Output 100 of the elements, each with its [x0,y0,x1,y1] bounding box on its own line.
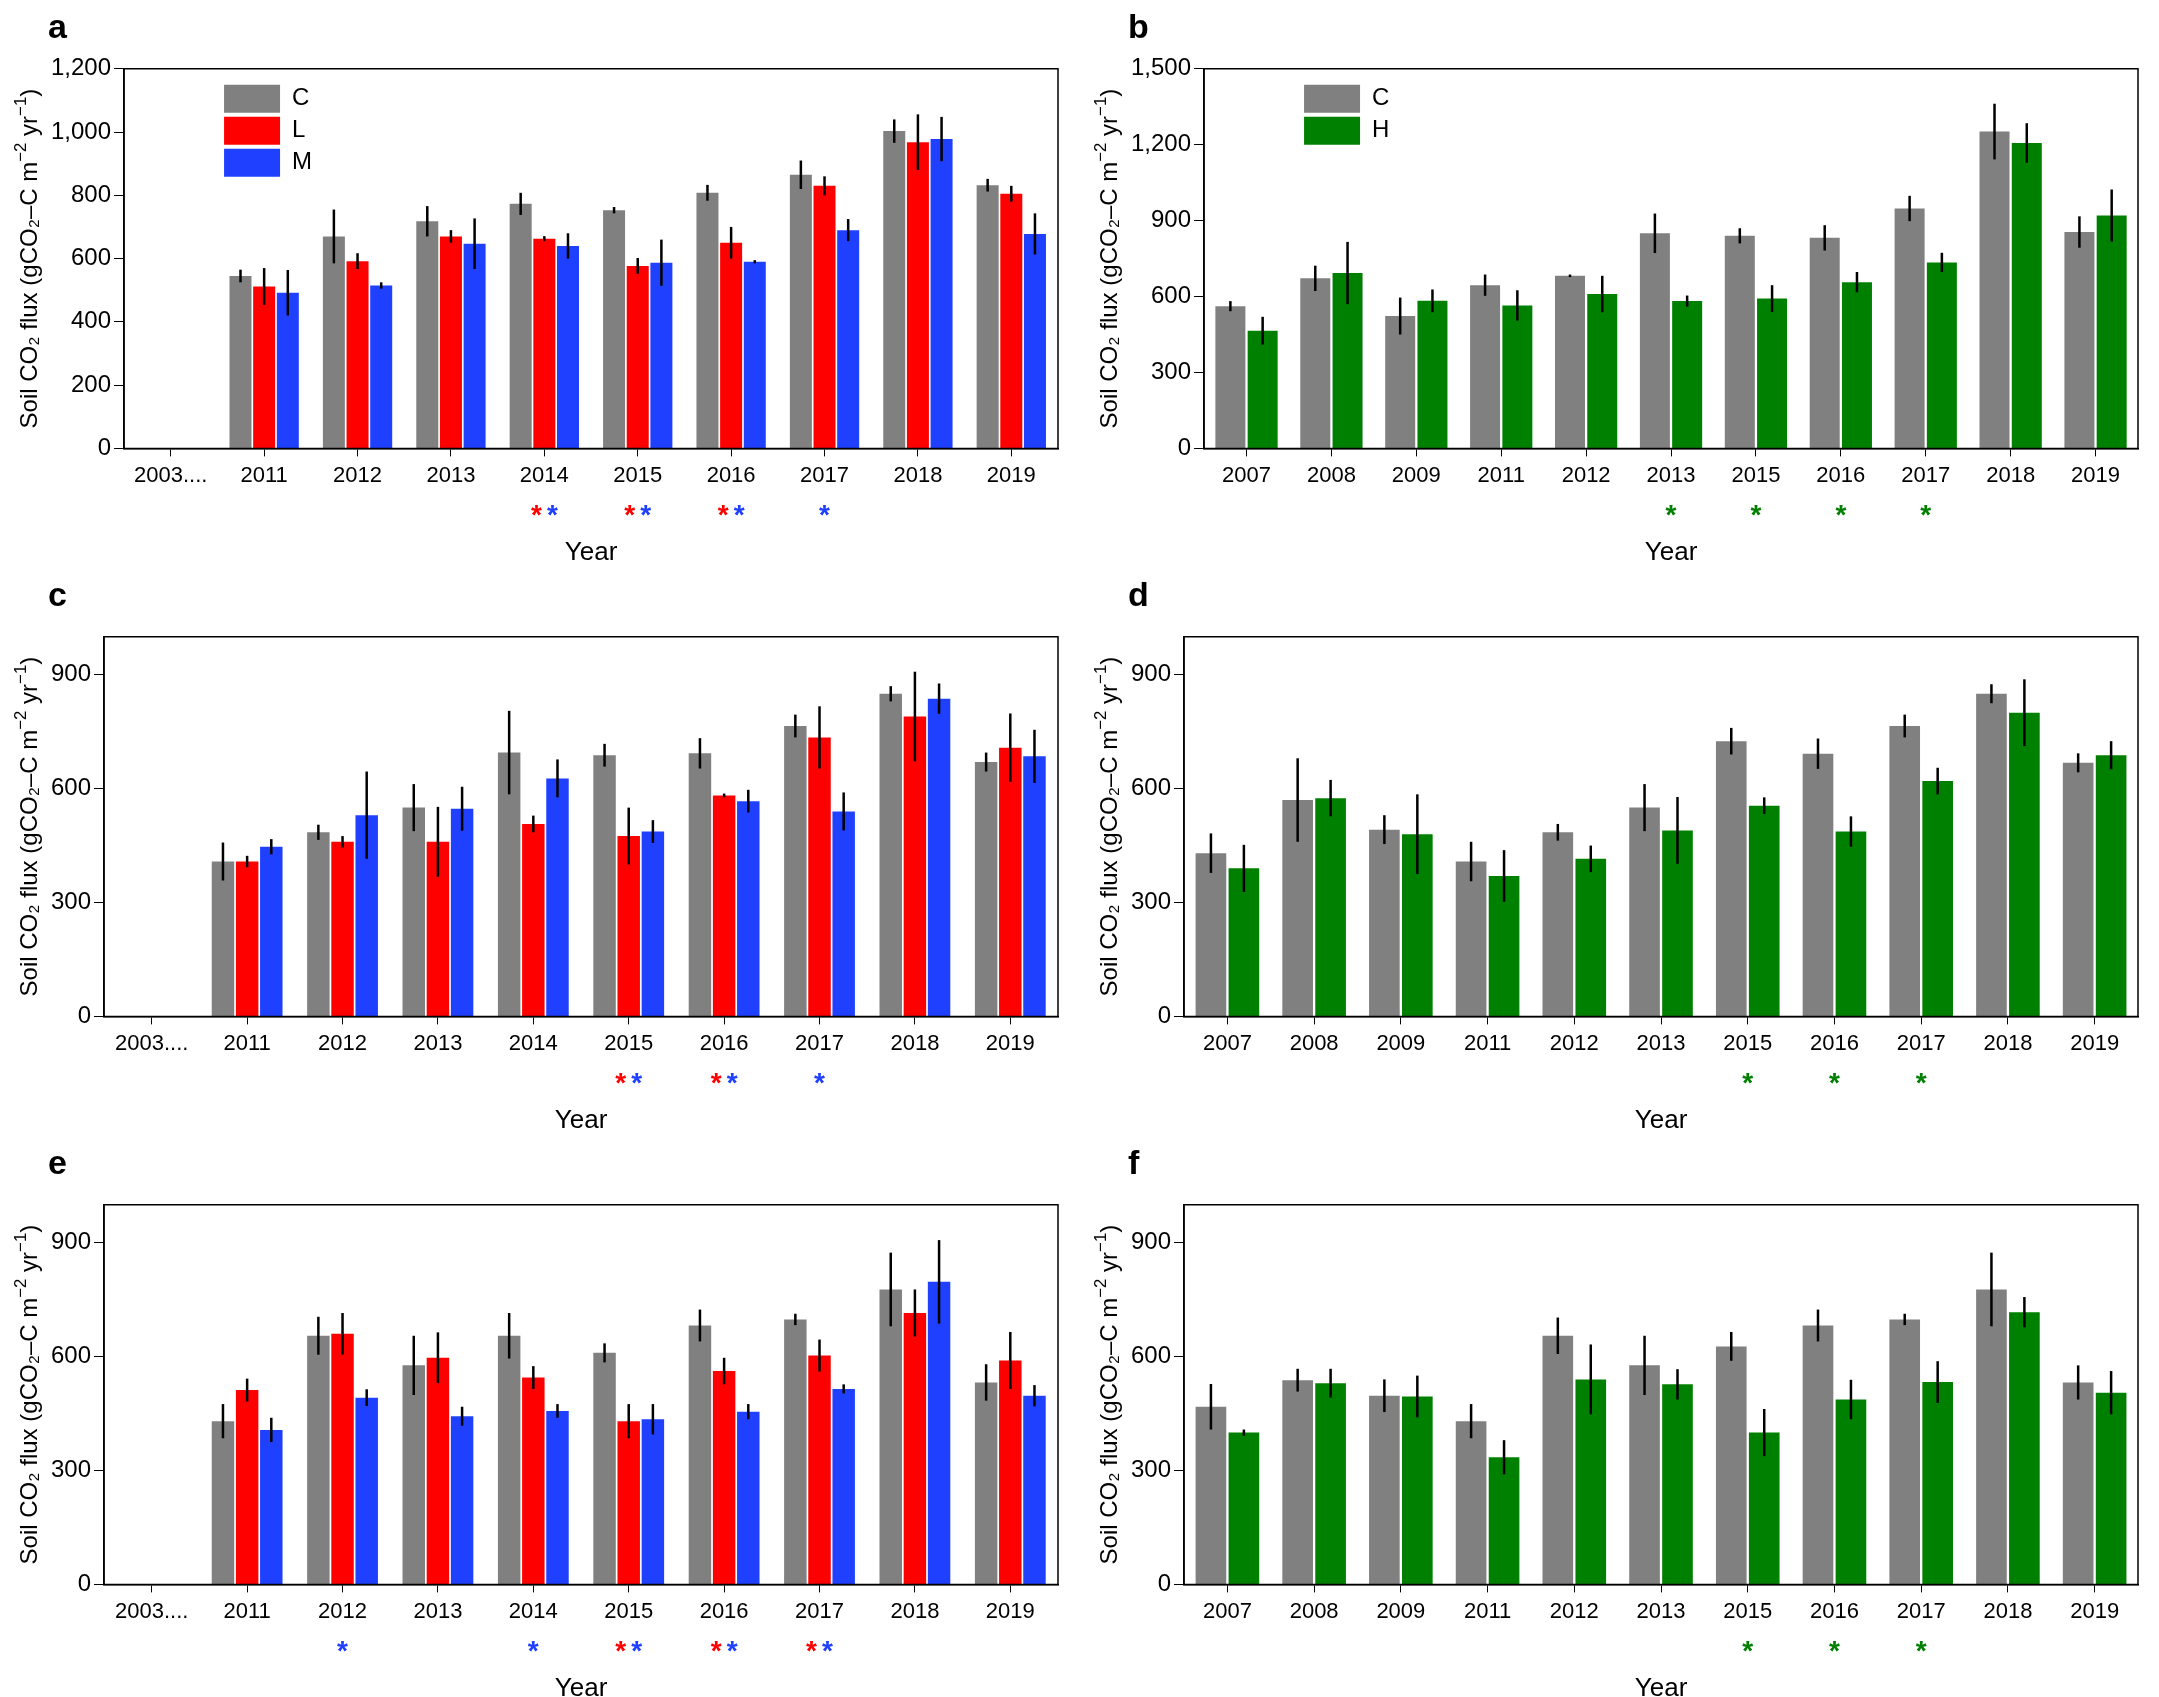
bar [1023,756,1046,1016]
y-tick-label: 1,500 [1131,53,1192,81]
x-axis-title: Year [1634,1103,1688,1134]
data-label: * [640,499,652,531]
chart-title: b [1128,6,1149,45]
x-axis-title: Year [554,1103,608,1134]
bar [1369,1395,1400,1584]
bar [696,192,719,448]
bar [1369,829,1400,1016]
bar [402,1365,425,1584]
bar [737,1411,760,1584]
data-label: * [1829,1635,1841,1667]
x-tick-label: 2016 [699,1597,749,1623]
bar [1629,807,1660,1016]
data-label: * [710,1067,722,1099]
bar [522,823,545,1016]
bar [1332,273,1363,448]
bar [1023,233,1046,448]
bar [1724,235,1755,448]
x-tick-label: 2012 [1561,461,1611,487]
y-tick-label: 0 [1157,1001,1172,1029]
x-tick-label: 2003.... [115,1597,189,1623]
x-tick-label: 2014 [508,1597,558,1623]
bar [276,292,299,448]
bar [1402,1396,1433,1584]
bar [370,285,393,448]
bar [1488,1457,1520,1584]
x-tick-label: 2011 [1463,1029,1512,1055]
bar [1195,1406,1227,1584]
bar [1976,693,2007,1016]
bar [533,238,556,448]
x-tick-label: 2015 [604,1597,654,1623]
bar [1922,781,1953,1016]
bar [650,262,673,448]
bar [883,131,906,448]
bar [720,242,743,448]
x-tick-label: 2016 [1809,1029,1859,1055]
data-label: * [1742,1067,1754,1099]
bar [355,1397,378,1584]
bar [1979,131,2010,448]
bar [1575,858,1607,1016]
bar [1926,262,1957,448]
bar [307,832,330,1016]
x-tick-label: 2019 [985,1029,1035,1055]
bar [1215,306,1246,448]
data-label: * [814,1067,826,1099]
bar [1639,233,1670,448]
bar [2095,1392,2127,1584]
x-tick-label: 2013 [1636,1597,1686,1623]
data-label: * [1742,1635,1754,1667]
y-axis-title: Soil CO₂ flux (gCO₂–C m−2 yr−1) [11,88,42,429]
bar [976,185,999,448]
bar [808,737,831,1016]
y-tick-label: 300 [51,887,92,915]
x-tick-label: 2018 [893,461,943,487]
chart-title: d [1128,574,1149,613]
bar [235,1390,259,1584]
bar [999,1360,1022,1584]
x-tick-label: 2003.... [115,1029,189,1055]
x-tick-label: 2014 [519,461,569,487]
y-tick-label: 900 [51,659,92,687]
x-tick-label: 2015 [613,461,663,487]
x-tick-label: 2008 [1306,461,1356,487]
bar [1315,1383,1346,1584]
bar [1587,294,1618,448]
y-tick-label: 600 [1131,1341,1172,1369]
x-tick-label: 2016 [1816,461,1866,487]
data-label: * [1915,1635,1927,1667]
data-label: * [822,1635,834,1667]
bar [1662,830,1693,1016]
bar [331,1333,354,1584]
x-tick-label: 2009 [1376,1029,1426,1055]
x-tick-label: 2017 [795,1029,844,1055]
y-tick-label: 1,200 [1131,129,1192,157]
x-tick-label: 2003.... [134,461,208,487]
bar [1841,282,1872,448]
bar [426,841,450,1016]
bar [1315,798,1346,1016]
bar [927,698,951,1016]
data-label: * [1829,1067,1841,1099]
bar [1402,834,1433,1016]
bar [211,861,235,1016]
bar [712,1371,736,1584]
x-tick-label: 2012 [318,1597,368,1623]
bar [1662,1384,1693,1584]
x-tick-label: 2019 [2070,1597,2120,1623]
bar [2064,232,2095,448]
x-tick-label: 2015 [1723,1597,1773,1623]
bar [688,1325,712,1584]
y-tick-label: 600 [51,1341,92,1369]
y-tick-label: 300 [51,1455,92,1483]
x-tick-label: 2013 [1636,1029,1686,1055]
legend-label: H [1372,115,1390,143]
y-tick-label: 900 [51,1227,92,1255]
y-tick-label: 1,000 [51,116,112,144]
bar [1575,1379,1607,1584]
bar [1455,1421,1487,1584]
bar [1195,853,1227,1016]
y-tick-label: 800 [71,179,112,207]
y-tick-label: 600 [51,773,92,801]
